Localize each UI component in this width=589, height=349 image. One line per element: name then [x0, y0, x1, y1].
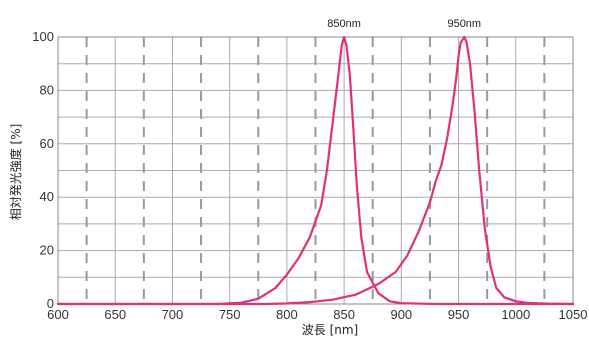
y-tick-label: 20	[40, 243, 54, 258]
y-tick-label: 40	[40, 189, 54, 204]
plot-frame	[57, 36, 574, 305]
x-tick-label: 650	[104, 307, 126, 322]
series-layer	[56, 35, 575, 306]
series-line-2	[56, 35, 575, 306]
grid-layer	[57, 36, 574, 305]
x-tick-label: 1000	[501, 307, 530, 322]
x-tick-label: 750	[219, 307, 241, 322]
x-tick-label: 800	[276, 307, 298, 322]
y-tick-label: 0	[47, 296, 54, 311]
x-tick-label: 700	[162, 307, 184, 322]
y-tick-label: 100	[32, 29, 54, 44]
peak-annotations: 850nm 950nm	[327, 18, 481, 30]
y-tick-label: 60	[40, 136, 54, 151]
y-axis-title: 相対発光強度 [%]	[8, 124, 23, 221]
series-line-1	[56, 35, 575, 306]
y-tick-label: 80	[40, 82, 54, 97]
x-tick-label: 1050	[559, 307, 588, 322]
x-tick-label: 950	[448, 307, 470, 322]
x-axis-title: 波長 [nm]	[302, 323, 358, 337]
x-tick-labels: 600 650 700 750 800 850 900 950 1000 1050	[47, 307, 587, 322]
peak-label: 850nm	[327, 18, 361, 30]
y-tick-labels: 0 20 40 60 80 100	[32, 29, 54, 311]
x-tick-label: 600	[47, 307, 69, 322]
x-tick-label: 850	[333, 307, 355, 322]
x-tick-label: 900	[390, 307, 412, 322]
peak-label: 950nm	[447, 18, 481, 30]
